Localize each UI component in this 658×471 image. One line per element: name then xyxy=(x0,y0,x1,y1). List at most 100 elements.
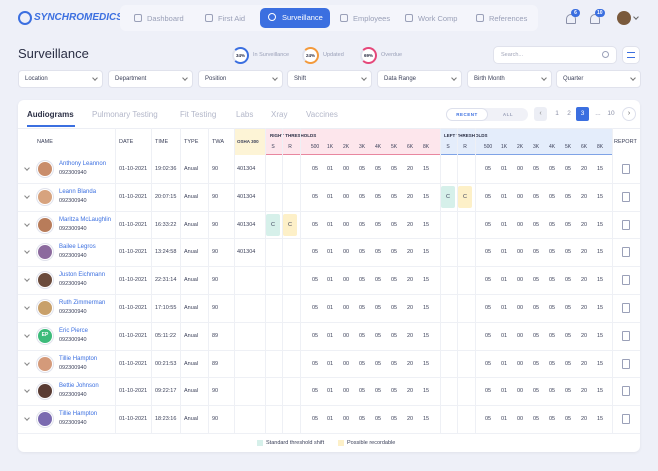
filter-button[interactable] xyxy=(622,46,640,64)
threshold-value: 05 xyxy=(532,360,540,367)
threshold-value: 20 xyxy=(580,249,588,256)
nav-label[interactable]: References xyxy=(489,14,528,23)
user-avatar[interactable] xyxy=(617,11,631,25)
threshold-value: 05 xyxy=(358,193,366,200)
threshold-value: 15 xyxy=(422,277,430,284)
page-number[interactable]: 2 xyxy=(567,110,571,117)
threshold-value: 01 xyxy=(326,221,334,228)
employee-name[interactable]: Anthony Leannon xyxy=(59,160,107,167)
employee-id: 092300940 xyxy=(59,364,87,371)
tab[interactable]: Pulmonary Testing xyxy=(92,110,158,119)
osha-300: 401304 xyxy=(237,165,256,172)
filter-label: Department xyxy=(115,76,147,82)
threshold-value: 05 xyxy=(484,304,492,311)
report-icon[interactable] xyxy=(622,414,630,425)
legend-label: Standard threshold shift xyxy=(266,440,325,446)
row-line xyxy=(18,210,640,212)
threshold-value: 00 xyxy=(516,221,524,228)
threshold-value: 00 xyxy=(342,416,350,423)
nav-label[interactable]: Dashboard xyxy=(147,14,184,23)
nav-item[interactable]: Surveillance xyxy=(260,8,330,28)
threshold-value: 20 xyxy=(406,193,414,200)
tab[interactable]: Fit Testing xyxy=(180,110,217,119)
report-icon[interactable] xyxy=(622,386,630,397)
nav-icon xyxy=(405,14,413,22)
threshold-value: 01 xyxy=(500,193,508,200)
toggle-option[interactable]: RECENT xyxy=(447,109,487,120)
threshold-value: 01 xyxy=(326,388,334,395)
employee-name[interactable]: Ruth Zimmerman xyxy=(59,299,106,306)
page-number[interactable]: 3 xyxy=(576,107,589,121)
type: Anual xyxy=(184,360,199,367)
threshold-value: 05 xyxy=(358,249,366,256)
employee-name[interactable]: Eric Pierce xyxy=(59,327,89,334)
type: Anual xyxy=(184,416,199,423)
filter-dropdown[interactable]: Department xyxy=(108,70,193,88)
threshold-value: 15 xyxy=(422,304,430,311)
column-line xyxy=(115,128,116,433)
threshold-value: 05 xyxy=(390,277,398,284)
date: 01-10-2021 xyxy=(119,221,148,228)
report-icon[interactable] xyxy=(622,247,630,258)
page-number[interactable]: 1 xyxy=(555,110,559,117)
filter-dropdown[interactable]: Shift xyxy=(287,70,372,88)
report-icon[interactable] xyxy=(622,302,630,313)
page-number[interactable]: 10 xyxy=(607,110,615,117)
threshold-value: 05 xyxy=(564,165,572,172)
toggle-option[interactable]: ALL xyxy=(502,112,514,117)
tab[interactable]: Xray xyxy=(271,110,288,119)
threshold-value: 05 xyxy=(484,165,492,172)
report-icon[interactable] xyxy=(622,219,630,230)
page-prev[interactable]: ‹ xyxy=(534,107,547,121)
threshold-value: 05 xyxy=(374,193,382,200)
nav-label[interactable]: Employees xyxy=(353,14,391,23)
employee-name[interactable]: Bailee Legros xyxy=(59,244,96,251)
employee-name[interactable]: Tillie Hampton xyxy=(59,355,98,362)
date: 01-10-2021 xyxy=(119,165,148,172)
report-icon[interactable] xyxy=(622,191,630,202)
page-number[interactable]: ... xyxy=(595,110,601,117)
filter-dropdown[interactable]: Location xyxy=(18,70,103,88)
threshold-value: 01 xyxy=(326,165,334,172)
time: 19:02:36 xyxy=(155,165,177,172)
filter-dropdown[interactable]: Position xyxy=(198,70,283,88)
tab[interactable]: Audiograms xyxy=(27,110,74,119)
filter-dropdown[interactable]: Birth Month xyxy=(467,70,552,88)
threshold-value: 15 xyxy=(596,304,604,311)
report-icon[interactable] xyxy=(622,358,630,369)
stat-label: Overdue xyxy=(381,52,403,58)
search-placeholder[interactable]: Search... xyxy=(501,52,524,58)
report-icon[interactable] xyxy=(622,275,630,286)
nav-label[interactable]: First Aid xyxy=(218,14,246,23)
chevron xyxy=(541,75,547,81)
threshold-value: 05 xyxy=(484,332,492,339)
twa: 89 xyxy=(212,360,219,367)
page-next[interactable]: › xyxy=(622,107,636,121)
tab[interactable]: Vaccines xyxy=(306,110,338,119)
report-icon[interactable] xyxy=(622,163,630,174)
time: 22:31:14 xyxy=(155,277,177,284)
employee-name[interactable]: Bettie Johnson xyxy=(59,383,99,390)
nav-label[interactable]: Work Comp xyxy=(418,14,458,23)
filter-dropdown[interactable]: Quarter xyxy=(556,70,641,88)
employee-name[interactable]: Leann Blanda xyxy=(59,188,97,195)
threshold-value: 00 xyxy=(342,332,350,339)
filter-dropdown[interactable]: Data Range xyxy=(377,70,462,88)
employee-name[interactable]: Maritza McLaughlin xyxy=(59,216,112,223)
threshold-value: 20 xyxy=(580,332,588,339)
threshold-value: 05 xyxy=(564,249,572,256)
report-icon[interactable] xyxy=(622,330,630,341)
threshold-value: 00 xyxy=(342,388,350,395)
twa: 90 xyxy=(212,416,219,423)
threshold-value: 15 xyxy=(596,165,604,172)
threshold-sub: R xyxy=(463,144,467,150)
threshold-value: 05 xyxy=(390,304,398,311)
possible-recordable: C xyxy=(458,185,472,208)
tab[interactable]: Labs xyxy=(236,110,254,119)
threshold-value: 15 xyxy=(422,221,430,228)
employee-name[interactable]: Tillie Hampton xyxy=(59,411,98,418)
threshold-value: 05 xyxy=(374,360,382,367)
threshold-value: 05 xyxy=(311,221,319,228)
employee-name[interactable]: Juston Eichmann xyxy=(59,272,106,279)
threshold-value: 05 xyxy=(311,388,319,395)
